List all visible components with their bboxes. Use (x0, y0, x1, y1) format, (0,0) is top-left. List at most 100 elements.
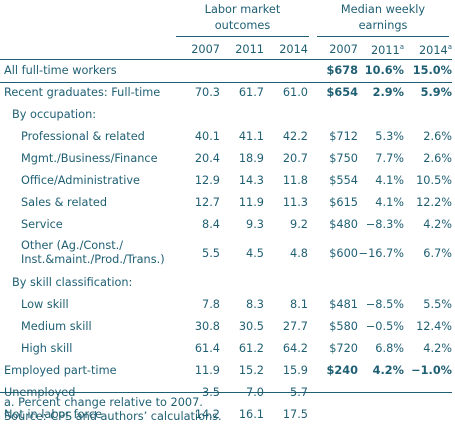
row-label: Not in labor force (4, 407, 103, 421)
row-label: Unemployed (4, 385, 76, 399)
row-label: Employed part-time (4, 363, 117, 377)
cell: 70.3 (194, 85, 220, 99)
cell: 7.0 (246, 385, 264, 399)
row-label: Mgmt./Business/Finance (21, 151, 158, 165)
cell: 5.9% (420, 85, 452, 99)
cell: $554 (329, 173, 358, 187)
year-header-row: 2007 2011 2014 2007 2011a 2014a (0, 40, 452, 59)
row-label: Sales & related (21, 195, 108, 209)
cell: 9.2 (290, 217, 308, 231)
all-workers-rule (0, 82, 452, 83)
cell: 4.1% (375, 195, 404, 209)
cell: 61.2 (238, 341, 264, 355)
cell: 4.2% (372, 363, 404, 377)
cell: 61.4 (194, 341, 220, 355)
cell: 3.5 (202, 385, 220, 399)
cell: $580 (329, 319, 358, 333)
year-header: 2014a (418, 42, 452, 57)
cell: 14.3 (238, 173, 264, 187)
row-label: Service (21, 217, 63, 231)
cell: 27.7 (282, 319, 308, 333)
cell: 20.4 (194, 151, 220, 165)
cell: 7.8 (202, 297, 220, 311)
section-label: By skill classification: (12, 275, 133, 289)
cell: 64.2 (282, 341, 308, 355)
cell: −16.7% (358, 246, 404, 260)
cell: 6.7% (423, 246, 452, 260)
year-header: 2007 (329, 43, 358, 56)
cell: −0.5% (365, 319, 404, 333)
row-label: High skill (21, 341, 73, 355)
cell: −1.0% (411, 363, 452, 377)
table-row: Service 8.4 9.3 9.2 $480 −8.3% 4.2% (0, 213, 452, 235)
cell: 17.5 (282, 407, 308, 421)
section-label: By occupation: (12, 107, 97, 121)
cell: 5.5% (423, 297, 452, 311)
cell: 10.5% (416, 173, 452, 187)
cell: $600 (329, 246, 358, 260)
table-row: High skill 61.4 61.2 64.2 $720 6.8% 4.2% (0, 337, 452, 359)
cell: 2.6% (423, 129, 452, 143)
cell: 4.8 (290, 246, 308, 260)
cell: 40.1 (194, 129, 220, 143)
table-row: Other (Ag./Const./ Inst.&maint./Prod./Tr… (0, 235, 452, 271)
cell: 8.1 (290, 297, 308, 311)
cell: 15.0% (412, 63, 452, 77)
cell: −8.3% (365, 217, 404, 231)
cell: 30.8 (194, 319, 220, 333)
cell: 61.7 (238, 85, 264, 99)
cell: 7.7% (375, 151, 404, 165)
table-bottom-rule (0, 392, 452, 393)
table-row: By occupation: (0, 103, 452, 125)
row-label: Office/Administrative (21, 173, 141, 187)
table-row: Medium skill 30.8 30.5 27.7 $580 −0.5% 1… (0, 315, 452, 337)
row-label: Low skill (21, 297, 69, 311)
cell: 12.2% (416, 195, 452, 209)
row-label: Other (Ag./Const./ Inst.&maint./Prod./Tr… (21, 239, 165, 266)
table-row: By skill classification: (0, 271, 452, 293)
table-notes: a. Percent change relative to 2007. Sour… (4, 396, 222, 424)
year-header: 2007 (191, 43, 220, 56)
year-header: 2014 (279, 43, 308, 56)
cell: 20.7 (282, 151, 308, 165)
table-row: Mgmt./Business/Finance 20.4 18.9 20.7 $7… (0, 147, 452, 169)
cell: $240 (326, 363, 358, 377)
table-row: Not in labor force 14.2 16.1 17.5 (0, 403, 452, 425)
cell (176, 59, 220, 81)
cell: 5.3% (375, 129, 404, 143)
cell: $654 (326, 85, 358, 99)
cell: 16.1 (238, 407, 264, 421)
footnote-a: a. Percent change relative to 2007. (4, 396, 203, 409)
cell: 4.2% (423, 217, 452, 231)
row-label: All full-time workers (4, 63, 117, 77)
cell: 12.9 (194, 173, 220, 187)
cell: 9.3 (246, 217, 264, 231)
cell: 30.5 (238, 319, 264, 333)
source-note: Source: CPS and authors’ calculations. (4, 410, 222, 423)
row-label: Recent graduates: Full-time (4, 85, 161, 99)
cell: 18.9 (238, 151, 264, 165)
cell: 42.2 (282, 129, 308, 143)
row-label: Medium skill (21, 319, 92, 333)
table-row: Sales & related 12.7 11.9 11.3 $615 4.1%… (0, 191, 452, 213)
cell: 61.0 (282, 85, 308, 99)
year-header: 2011a (370, 42, 404, 57)
cell: 11.8 (282, 173, 308, 187)
cell: 5.7 (290, 385, 308, 399)
cell: 12.4% (416, 319, 452, 333)
cell: 4.1% (375, 173, 404, 187)
cell: $750 (329, 151, 358, 165)
cell: −8.5% (365, 297, 404, 311)
cell: 14.2 (194, 407, 220, 421)
table-row: Professional & related 40.1 41.1 42.2 $7… (0, 125, 452, 147)
cell: 11.9 (194, 363, 220, 377)
table-row: Office/Administrative 12.9 14.3 11.8 $55… (0, 169, 452, 191)
cell: 12.7 (194, 195, 220, 209)
cell: 4.5 (246, 246, 264, 260)
cell: 8.3 (246, 297, 264, 311)
cell: 11.3 (282, 195, 308, 209)
cell: $480 (329, 217, 358, 231)
cell: 15.2 (238, 363, 264, 377)
year-header: 2011 (235, 43, 264, 56)
table-row: Low skill 7.8 8.3 8.1 $481 −8.5% 5.5% (0, 293, 452, 315)
